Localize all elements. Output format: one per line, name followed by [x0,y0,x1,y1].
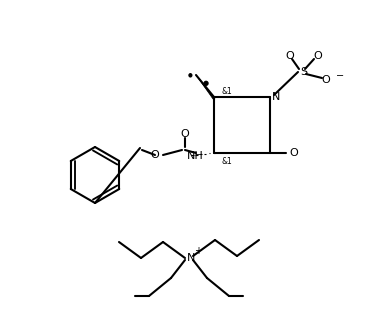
Text: NH: NH [187,151,204,161]
Text: O: O [286,51,294,61]
Text: O: O [314,51,322,61]
Text: S: S [300,67,307,77]
Text: O: O [150,150,159,160]
Text: ●: ● [203,80,209,86]
Text: O: O [322,75,330,85]
Polygon shape [196,75,215,99]
Text: O: O [181,129,190,139]
Text: N: N [187,253,195,263]
Text: &1: &1 [222,156,233,166]
Text: ●: ● [188,73,192,77]
Text: O: O [290,148,298,158]
Text: −: − [336,71,344,81]
Text: +: + [194,246,202,256]
Text: &1: &1 [222,87,233,97]
Text: N: N [272,92,280,102]
